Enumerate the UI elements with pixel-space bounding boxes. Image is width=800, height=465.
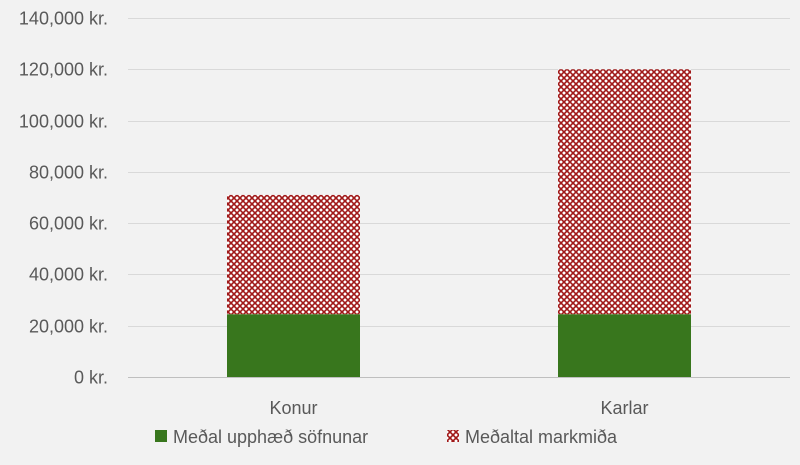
legend-label-0: Meðal upphæð söfnunar [173, 427, 368, 447]
y-tick-label: 60,000 kr. [29, 214, 108, 234]
legend: Meðal upphæð söfnunar Meðaltal markmiða [155, 427, 618, 447]
y-tick-label: 80,000 kr. [29, 163, 108, 183]
y-tick-label: 140,000 kr. [19, 9, 108, 29]
category-label-konur: Konur [269, 398, 317, 418]
legend-label-1: Meðaltal markmiða [465, 427, 618, 447]
y-tick-label: 120,000 kr. [19, 60, 108, 80]
bar-karlar-series-1 [558, 69, 691, 315]
x-axis-category-labels: Konur Karlar [269, 398, 648, 418]
bar-konur-series-0 [227, 314, 360, 377]
y-axis-tick-labels: 0 kr. 20,000 kr. 40,000 kr. 60,000 kr. 80,00… [19, 9, 108, 388]
legend-swatch-1 [447, 430, 459, 442]
y-tick-label: 0 kr. [74, 368, 108, 388]
y-tick-label: 100,000 kr. [19, 112, 108, 132]
bars [227, 69, 691, 377]
bar-karlar-series-0 [558, 314, 691, 377]
y-tick-label: 20,000 kr. [29, 317, 108, 337]
category-label-karlar: Karlar [600, 398, 648, 418]
y-tick-label: 40,000 kr. [29, 265, 108, 285]
bar-konur-series-1 [227, 194, 360, 315]
legend-swatch-0 [155, 430, 167, 442]
